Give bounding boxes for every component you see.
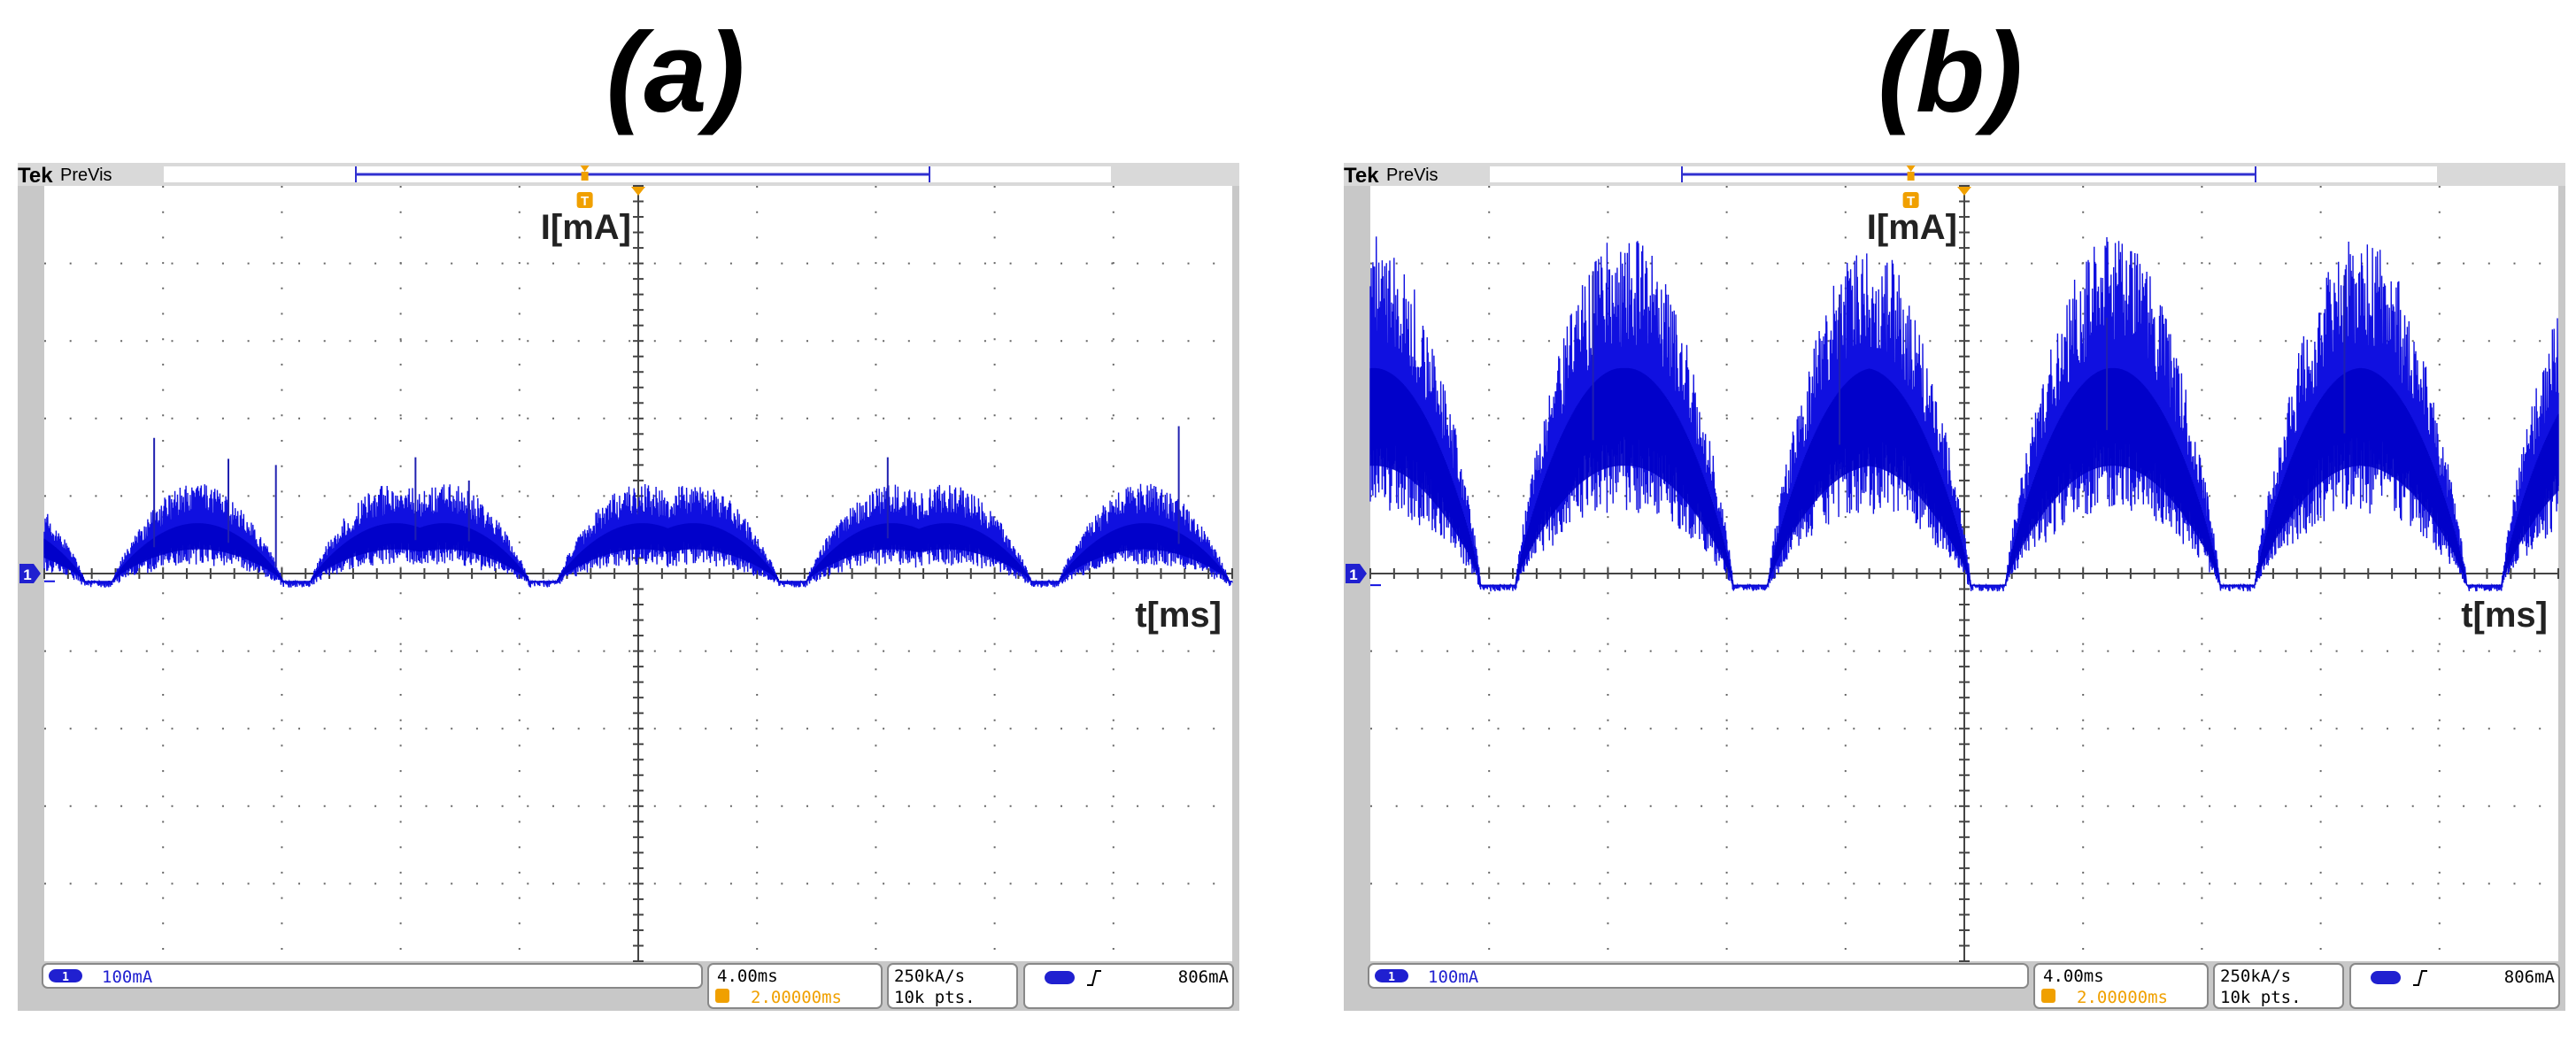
channel-readout-box: [1368, 963, 2029, 989]
x-axis-label: t[ms]: [1135, 596, 1222, 635]
channel-readout-box: [42, 963, 703, 989]
current-trace: [1369, 236, 2559, 592]
trigger-readout-box: [2349, 963, 2560, 1009]
volts-per-div: 100mA: [1428, 967, 1479, 987]
trigger-pointer-icon: [580, 166, 590, 172]
current-trace: [43, 483, 1233, 588]
sample-rate: 250kA/s: [2220, 967, 2291, 986]
x-axis-label: t[ms]: [2461, 596, 2548, 635]
channel-badge-label: 1: [62, 971, 69, 984]
grid: [1369, 185, 2559, 962]
oscilloscope-screen: Tek PreVis T 1 I[mA] t[ms] 1 100mA 4.00ms 2.00000…: [18, 163, 1239, 1011]
trigger-level: 806mA: [2504, 967, 2556, 987]
rising-edge-icon: [1087, 970, 1101, 986]
trigger-flag-icon: [581, 172, 589, 181]
trigger-marker-label: T: [581, 194, 589, 209]
sample-rate: 250kA/s: [894, 967, 965, 986]
acquisition-readout-box: [887, 963, 1018, 1009]
scope-b: Tek PreVis T 1 I[mA] t[ms] 1 100mA 4.00ms 2.00000…: [1344, 163, 2565, 1011]
panel-a-title: (a): [605, 10, 745, 136]
trigger-position-icon: [715, 989, 729, 1003]
y-axis-label: I[mA]: [1867, 208, 1957, 247]
rising-edge-icon: [2413, 970, 2427, 986]
y-axis-label: I[mA]: [541, 208, 631, 247]
trigger-marker-label: T: [1907, 194, 1915, 209]
oscilloscope-screen: Tek PreVis T 1 I[mA] t[ms] 1 100mA 4.00ms 2.00000…: [1344, 163, 2565, 1011]
timebase-readout-box: [707, 963, 883, 1009]
time-per-div: 4.00ms: [2043, 967, 2104, 986]
trigger-channel-icon: [1045, 971, 1075, 984]
trigger-position-icon: [2041, 989, 2055, 1003]
trigger-flag-icon: [1907, 172, 1915, 181]
trigger-pointer-icon: [1906, 166, 1916, 172]
mode-label: PreVis: [60, 166, 112, 185]
ground-marker-icon: [19, 564, 41, 583]
trigger-arrow-icon: [631, 187, 645, 196]
trigger-channel-icon: [2371, 971, 2401, 984]
trigger-level: 806mA: [1178, 967, 1230, 987]
scope-a: Tek PreVis T 1 I[mA] t[ms] 1 100mA 4.00ms 2.00000…: [18, 163, 1239, 1011]
trigger-readout-box: [1023, 963, 1234, 1009]
ground-marker-label: 1: [1349, 566, 1357, 583]
panel-b-title: (b): [1878, 10, 2023, 136]
record-length: 10k pts.: [2220, 988, 2302, 1007]
current-trace-band: [1369, 367, 2559, 586]
acquisition-readout-box: [2213, 963, 2344, 1009]
brand-label: Tek: [18, 164, 53, 188]
trigger-marker-icon: [1902, 192, 1919, 208]
volts-per-div: 100mA: [102, 967, 153, 987]
ground-marker-label: 1: [23, 566, 31, 583]
time-per-div: 4.00ms: [717, 967, 778, 986]
trigger-position: 2.00000ms: [751, 988, 842, 1007]
ground-marker-icon: [1346, 564, 1367, 583]
brand-label: Tek: [1344, 164, 1379, 188]
channel-badge-icon: [49, 969, 82, 982]
mode-label: PreVis: [1386, 166, 1438, 185]
record-length: 10k pts.: [894, 988, 976, 1007]
channel-badge-label: 1: [1388, 971, 1395, 984]
trigger-arrow-icon: [1957, 187, 1971, 196]
trigger-position: 2.00000ms: [2077, 988, 2168, 1007]
trigger-marker-icon: [576, 192, 593, 208]
channel-badge-icon: [1375, 969, 1408, 982]
current-trace-band: [43, 523, 1232, 582]
timebase-readout-box: [2033, 963, 2209, 1009]
